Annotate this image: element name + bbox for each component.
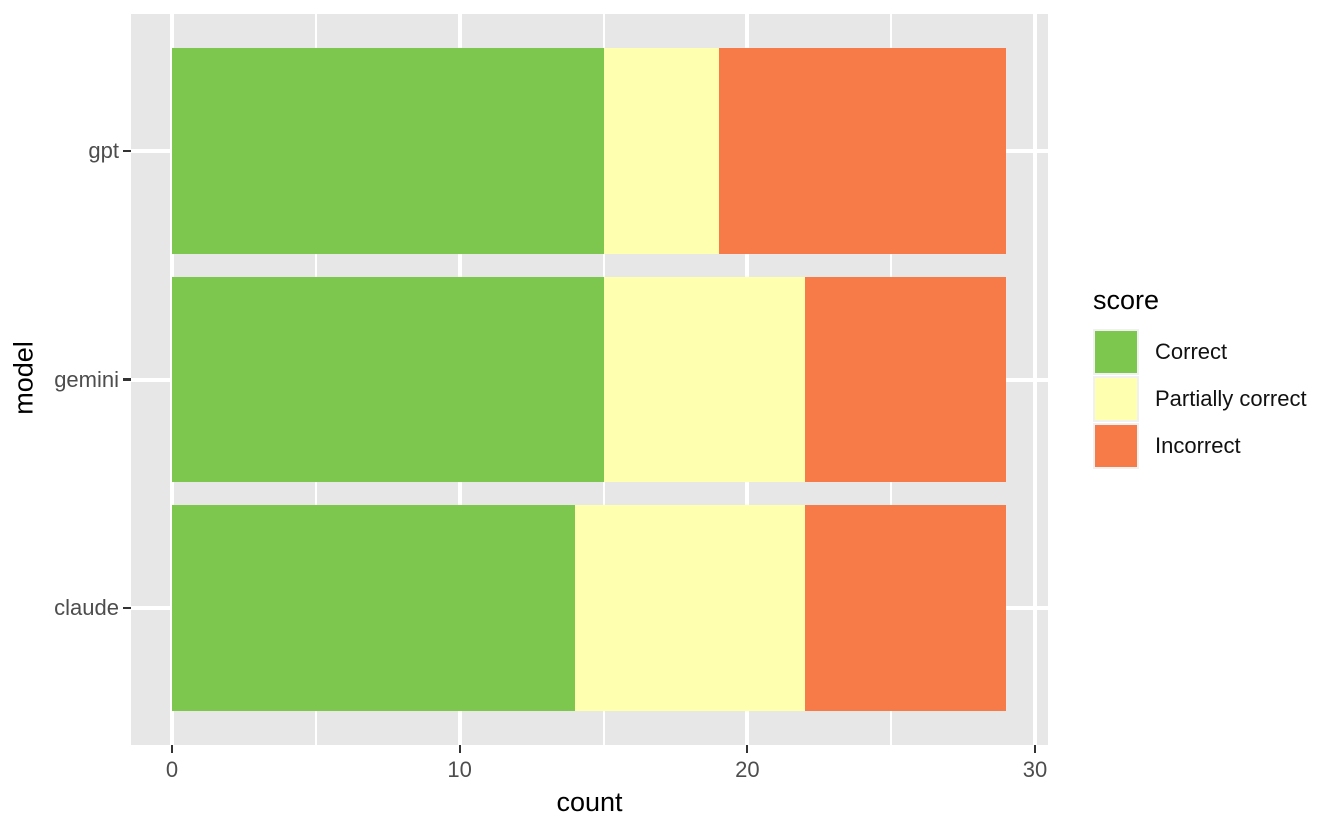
legend-label: Incorrect xyxy=(1155,433,1241,458)
legend-items: Correct Partially correct Incorrect xyxy=(1093,329,1307,469)
x-tick xyxy=(170,745,174,753)
bar-segment-gpt xyxy=(172,48,604,254)
legend-swatch xyxy=(1095,331,1137,373)
bar-segment-gemini xyxy=(603,276,805,483)
bar-segment-gpt xyxy=(603,48,719,254)
legend-key xyxy=(1093,376,1139,422)
legend-item: Correct xyxy=(1093,329,1307,375)
x-tick xyxy=(1033,745,1037,753)
legend-label: Partially correct xyxy=(1155,386,1307,411)
x-tick xyxy=(746,745,749,753)
y-axis-title: model xyxy=(8,341,39,415)
legend-key xyxy=(1093,329,1139,375)
legend-label: Correct xyxy=(1155,339,1228,364)
y-tick xyxy=(123,378,131,381)
bar-segment-claude xyxy=(172,505,575,711)
legend-key xyxy=(1093,423,1139,469)
x-tick-label: 10 xyxy=(447,757,472,782)
y-tick-label: gemini xyxy=(54,366,119,392)
plot-panel xyxy=(131,14,1048,745)
x-tick xyxy=(458,745,461,753)
bar-segment-claude xyxy=(574,505,805,711)
bar-segment-gemini xyxy=(172,276,604,483)
y-tick-label: gpt xyxy=(88,138,119,163)
bar-segment-gemini xyxy=(804,276,1007,483)
bar-segment-gpt xyxy=(718,48,1007,254)
y-tick-label: claude xyxy=(54,595,119,620)
legend: score Correct Partially correct Incorrect xyxy=(1093,284,1307,470)
x-tick-label: 0 xyxy=(165,757,179,782)
legend-swatch xyxy=(1095,425,1137,467)
legend-item: Incorrect xyxy=(1093,423,1307,469)
y-tick xyxy=(123,149,131,153)
x-tick-label: 30 xyxy=(1022,757,1048,782)
legend-title: score xyxy=(1093,285,1160,315)
y-tick xyxy=(123,606,131,610)
legend-swatch xyxy=(1095,378,1137,420)
x-tick-label: 20 xyxy=(735,757,760,782)
legend-item: Partially correct xyxy=(1093,376,1307,422)
bar-segment-claude xyxy=(804,505,1007,711)
x-axis-title: count xyxy=(556,787,623,817)
